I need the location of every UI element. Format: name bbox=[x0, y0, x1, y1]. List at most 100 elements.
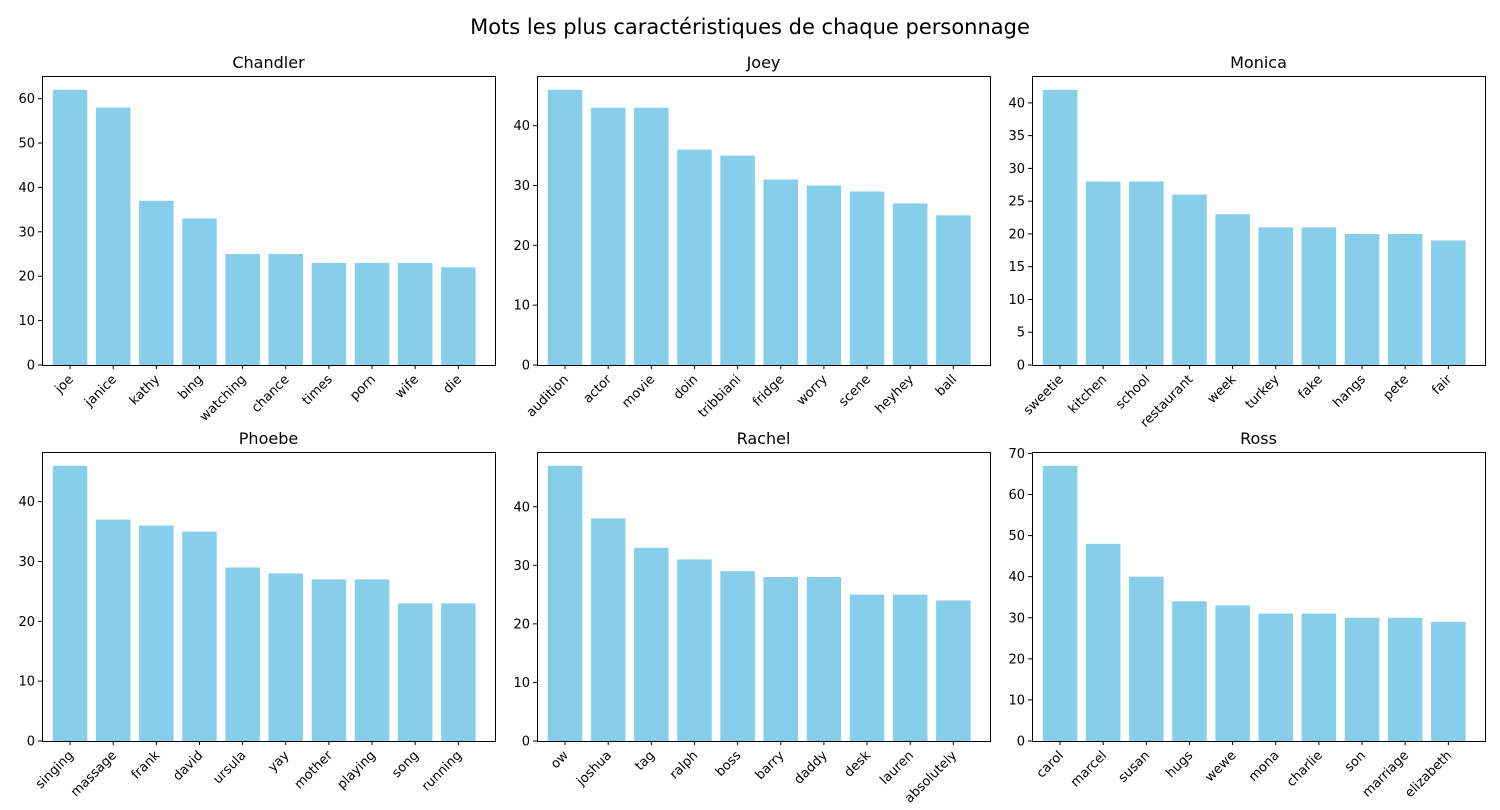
phoebe-axes-frame bbox=[42, 452, 496, 742]
chandler-xtick-label: watching bbox=[197, 372, 249, 424]
ross-xtick-label: marcel bbox=[1068, 748, 1110, 790]
chandler-ytick-label: 30 bbox=[18, 225, 35, 240]
monica-xtick-label: week bbox=[1205, 372, 1240, 407]
ross-bar-wewe bbox=[1215, 605, 1250, 741]
monica-bar-hangs bbox=[1344, 233, 1380, 365]
ross-xtick-label: elizabeth bbox=[1402, 748, 1455, 801]
phoebe-xtick-label: song bbox=[389, 748, 422, 781]
phoebe-xtick-label: massage bbox=[68, 748, 120, 800]
phoebe-bar-running bbox=[441, 603, 476, 741]
joey-ytick-label: 0 bbox=[522, 359, 530, 374]
monica-bar-kitchen bbox=[1085, 181, 1121, 365]
ross-ytick-label: 10 bbox=[1008, 693, 1025, 708]
chandler-bar-porn bbox=[354, 262, 390, 365]
ross-axes-frame bbox=[1032, 452, 1486, 742]
joey-bar-actor bbox=[590, 107, 626, 365]
joey-xtick-label: ball bbox=[933, 372, 960, 399]
monica-ytick-label: 25 bbox=[1008, 195, 1025, 210]
rachel-ytick-label: 20 bbox=[513, 617, 530, 632]
joey-bar-worry bbox=[806, 185, 842, 365]
joey-xtick-label: doin bbox=[671, 372, 701, 402]
monica-xtick-label: fair bbox=[1429, 372, 1455, 398]
joey-xtick-label: worry bbox=[794, 372, 831, 409]
phoebe-ytick-label: 10 bbox=[18, 675, 35, 690]
monica-ytick-label: 30 bbox=[1008, 162, 1025, 177]
ross-bar-elizabeth bbox=[1431, 621, 1466, 741]
ross-xtick-label: charlie bbox=[1284, 748, 1326, 790]
rachel-xtick-label: boss bbox=[713, 748, 745, 780]
phoebe-bar-david bbox=[182, 531, 217, 741]
chandler-xtick-label: porn bbox=[347, 372, 379, 404]
monica-bar-fake bbox=[1301, 227, 1337, 365]
ross-xtick-label: wewe bbox=[1202, 748, 1239, 785]
phoebe-ytick-label: 0 bbox=[27, 735, 35, 750]
chandler-bar-janice bbox=[95, 107, 131, 366]
ross-bar-charlie bbox=[1301, 613, 1337, 741]
chandler-xtick-label: wife bbox=[392, 372, 422, 402]
rachel-xtick-label: joshua bbox=[573, 748, 615, 790]
rachel-ytick-label: 10 bbox=[513, 676, 530, 691]
ross-xtick-label: susan bbox=[1116, 748, 1153, 785]
monica-ytick-label: 0 bbox=[1017, 359, 1025, 374]
phoebe-xtick-label: singing bbox=[33, 748, 77, 792]
ross-xtick-label: son bbox=[1342, 748, 1369, 775]
ross-bar-carol bbox=[1042, 465, 1078, 741]
monica-bar-sweetie bbox=[1042, 89, 1078, 365]
monica-xtick-label: kitchen bbox=[1066, 372, 1110, 416]
rachel-xtick-label: desk bbox=[842, 748, 875, 781]
chart-rachel: Rachel ow joshua tag ralph boss barry daddy desk… bbox=[513, 429, 991, 806]
joey-xtick-label: heyhey bbox=[873, 372, 918, 417]
rachel-bar-daddy bbox=[806, 577, 842, 741]
ross-bar-marcel bbox=[1085, 543, 1121, 741]
monica-ytick-label: 40 bbox=[1008, 96, 1025, 111]
rachel-xtick-label: tag bbox=[632, 748, 658, 774]
rachel-bar-ralph bbox=[677, 559, 712, 741]
rachel-xtick-label: barry bbox=[753, 748, 788, 783]
joey-ytick-label: 10 bbox=[513, 299, 530, 314]
joey-xtick-label: fridge bbox=[750, 372, 788, 410]
chandler-ytick-label: 50 bbox=[18, 137, 35, 152]
rachel-bar-absolutely bbox=[936, 600, 971, 741]
monica-xtick-label: turkey bbox=[1243, 372, 1283, 412]
phoebe-bar-mother bbox=[311, 579, 347, 741]
chandler-xtick-label: chance bbox=[249, 372, 293, 416]
chandler-xtick-label: die bbox=[440, 372, 465, 397]
phoebe-bar-ursula bbox=[225, 567, 260, 741]
rachel-axes-frame bbox=[537, 452, 991, 742]
ross-ytick-label: 40 bbox=[1008, 570, 1025, 585]
phoebe-xtick-label: david bbox=[170, 748, 206, 784]
joey-bar-heyhey bbox=[892, 203, 928, 365]
rachel-bar-tag bbox=[634, 547, 669, 741]
monica-xtick-label: sweetie bbox=[1021, 372, 1067, 418]
monica-bar-restaurant bbox=[1172, 194, 1207, 365]
phoebe-xtick-label: mother bbox=[292, 748, 337, 793]
joey-bar-audition bbox=[547, 89, 583, 365]
joey-bar-tribbiani bbox=[720, 155, 755, 365]
monica-ytick-label: 15 bbox=[1008, 260, 1025, 275]
monica-xtick-label: fake bbox=[1296, 372, 1326, 402]
rachel-bar-joshua bbox=[590, 518, 626, 741]
chandler-xtick-label: times bbox=[300, 372, 336, 408]
rachel-xtick-label: ralph bbox=[667, 748, 701, 782]
joey-bar-doin bbox=[677, 149, 712, 365]
ross-ytick-label: 30 bbox=[1008, 611, 1025, 626]
rachel-ytick-label: 0 bbox=[522, 735, 530, 750]
joey-xtick-label: actor bbox=[581, 372, 616, 407]
monica-bar-school bbox=[1129, 181, 1164, 365]
phoebe-xtick-label: ursula bbox=[210, 748, 249, 787]
chandler-bar-watching bbox=[225, 254, 260, 365]
monica-xtick-label: school bbox=[1113, 372, 1153, 412]
chandler-bar-kathy bbox=[139, 200, 174, 365]
ross-xtick-label: mona bbox=[1246, 748, 1283, 785]
rachel-ytick-label: 30 bbox=[513, 559, 530, 574]
phoebe-ytick-label: 30 bbox=[18, 555, 35, 570]
monica-axes-frame bbox=[1032, 76, 1486, 366]
joey-ytick-label: 40 bbox=[513, 119, 530, 134]
ross-bar-son bbox=[1344, 617, 1380, 741]
rachel-xtick-label: lauren bbox=[877, 748, 917, 788]
ross-title: Ross bbox=[1240, 429, 1277, 448]
figure-title: Mots les plus caractéristiques de chaque… bbox=[470, 15, 1030, 39]
